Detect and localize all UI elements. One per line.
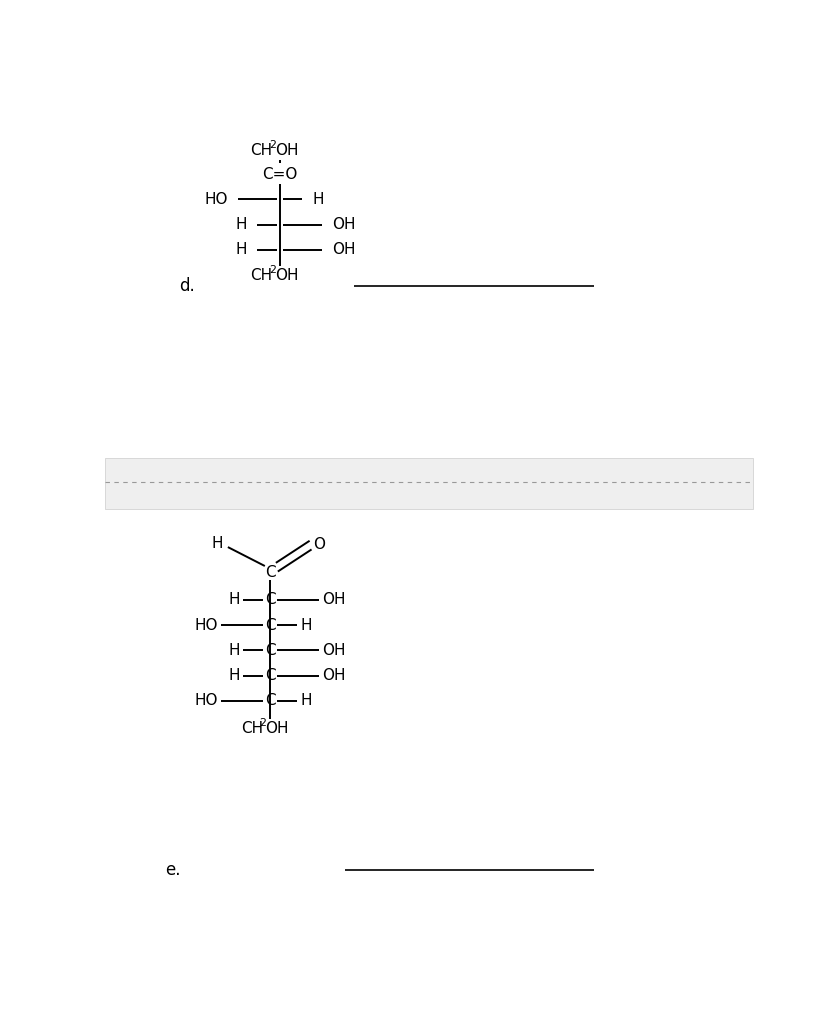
Text: CH: CH [241,721,263,736]
Text: HO: HO [195,693,218,709]
Text: OH: OH [322,593,345,607]
Text: C: C [264,668,275,683]
Text: e.: e. [165,861,181,880]
Text: d.: d. [179,278,195,295]
Text: H: H [312,191,324,207]
Text: C: C [264,693,275,709]
Text: C: C [264,643,275,657]
Text: HO: HO [204,191,227,207]
Text: OH: OH [331,243,354,257]
Bar [104,458,752,509]
Text: OH: OH [275,267,298,283]
Text: H: H [300,693,312,709]
Text: O: O [314,538,325,552]
Text: H: H [227,593,239,607]
Text: 2: 2 [268,140,275,151]
Text: OH: OH [275,143,298,158]
Text: 2: 2 [258,719,266,728]
Text: CH: CH [250,143,273,158]
Text: H: H [227,668,239,683]
Text: OH: OH [322,643,345,657]
Text: C: C [264,593,275,607]
Text: OH: OH [331,217,354,232]
Text: 2: 2 [268,265,275,275]
Text: H: H [236,217,247,232]
Text: C=O: C=O [262,167,297,181]
Text: H: H [300,617,312,633]
Text: H: H [236,243,247,257]
Text: C: C [264,565,275,580]
Text: OH: OH [322,668,345,683]
Text: OH: OH [265,721,288,736]
Text: HO: HO [195,617,218,633]
Text: H: H [212,536,223,551]
Text: H: H [227,643,239,657]
Text: CH: CH [250,267,273,283]
Text: C: C [264,617,275,633]
